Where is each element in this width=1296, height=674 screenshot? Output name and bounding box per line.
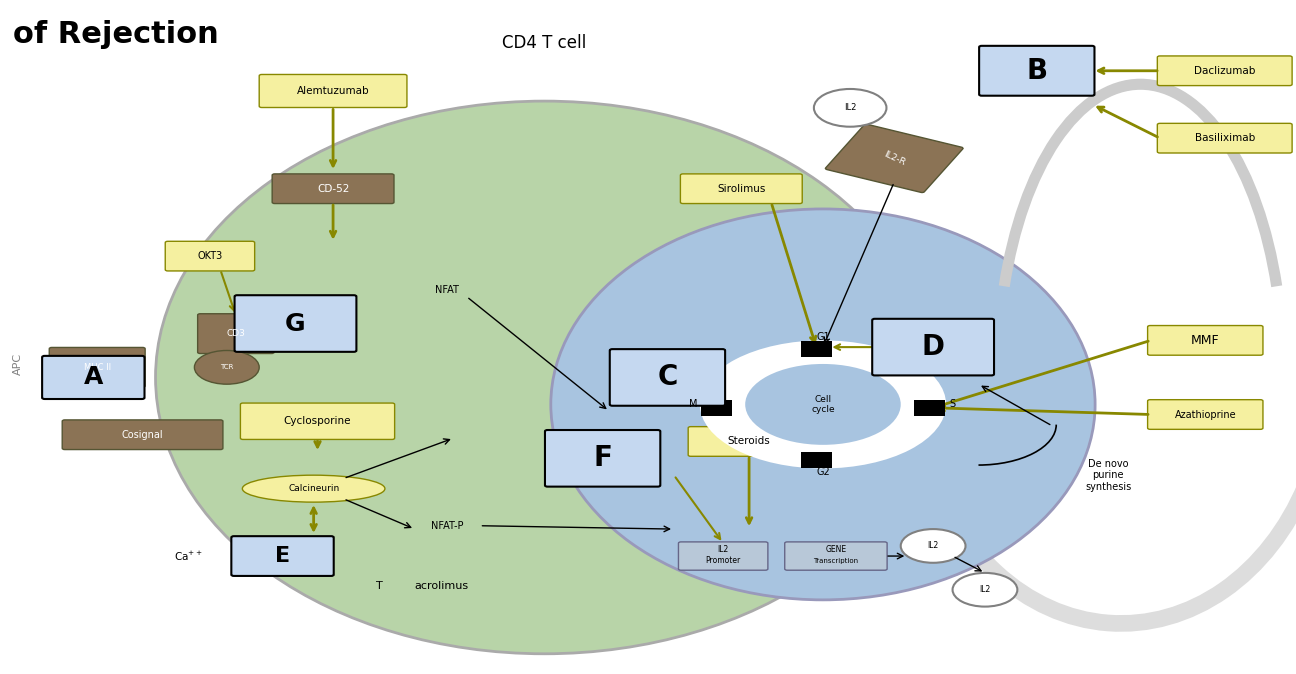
Text: Calcineurin: Calcineurin <box>288 484 340 493</box>
Text: M: M <box>689 400 697 409</box>
FancyBboxPatch shape <box>1157 123 1292 153</box>
Text: MHC II: MHC II <box>84 363 110 372</box>
FancyBboxPatch shape <box>1157 56 1292 86</box>
Text: IL2-R: IL2-R <box>883 150 906 167</box>
Text: Azathioprine: Azathioprine <box>1174 410 1236 419</box>
Text: OKT3: OKT3 <box>197 251 223 261</box>
Text: D: D <box>921 333 945 361</box>
Text: Basiliximab: Basiliximab <box>1195 133 1255 143</box>
Circle shape <box>953 573 1017 607</box>
FancyBboxPatch shape <box>41 356 144 399</box>
Text: CD3: CD3 <box>227 329 245 338</box>
Circle shape <box>700 340 946 468</box>
Text: NFAT: NFAT <box>435 285 459 295</box>
Text: CD-52: CD-52 <box>318 184 349 193</box>
FancyBboxPatch shape <box>1148 326 1262 355</box>
Bar <box>801 452 832 468</box>
FancyBboxPatch shape <box>546 430 661 487</box>
Text: Ca$^{++}$: Ca$^{++}$ <box>174 549 202 563</box>
Text: NFAT-P: NFAT-P <box>430 521 464 530</box>
Text: IL2: IL2 <box>928 541 938 551</box>
Text: B: B <box>1026 57 1047 85</box>
Text: Steroids: Steroids <box>728 437 770 446</box>
FancyBboxPatch shape <box>166 241 254 271</box>
Text: IL2: IL2 <box>980 585 990 594</box>
FancyBboxPatch shape <box>235 295 356 352</box>
FancyBboxPatch shape <box>231 537 334 576</box>
FancyBboxPatch shape <box>688 427 810 456</box>
Text: Promoter: Promoter <box>705 556 741 565</box>
Circle shape <box>194 350 259 384</box>
Text: A: A <box>84 365 102 390</box>
Text: Alemtuzumab: Alemtuzumab <box>297 86 369 96</box>
FancyBboxPatch shape <box>240 403 394 439</box>
Circle shape <box>901 529 966 563</box>
Text: APC: APC <box>13 353 23 375</box>
FancyBboxPatch shape <box>197 314 273 353</box>
FancyBboxPatch shape <box>272 174 394 204</box>
Text: Cyclosporine: Cyclosporine <box>284 417 351 426</box>
Text: E: E <box>275 546 290 566</box>
FancyBboxPatch shape <box>62 420 223 450</box>
FancyBboxPatch shape <box>785 542 886 570</box>
Text: G1: G1 <box>816 332 829 342</box>
FancyBboxPatch shape <box>872 319 994 375</box>
Text: Daclizumab: Daclizumab <box>1194 66 1256 75</box>
Text: acrolimus: acrolimus <box>415 582 469 591</box>
Text: C: C <box>657 363 678 392</box>
Text: CD4 T cell: CD4 T cell <box>502 34 587 52</box>
Text: T: T <box>376 582 382 591</box>
Text: of Rejection: of Rejection <box>13 20 219 49</box>
FancyBboxPatch shape <box>1148 400 1262 429</box>
Bar <box>914 400 945 416</box>
Ellipse shape <box>242 475 385 502</box>
Text: Cell
cycle: Cell cycle <box>811 395 835 414</box>
Text: IL2: IL2 <box>844 103 857 113</box>
FancyBboxPatch shape <box>679 542 767 570</box>
FancyBboxPatch shape <box>259 74 407 107</box>
Text: Cosignal: Cosignal <box>122 430 163 439</box>
Text: G: G <box>285 311 306 336</box>
Text: S: S <box>950 400 955 409</box>
Text: TCR: TCR <box>220 365 233 370</box>
Text: F: F <box>594 444 612 472</box>
Circle shape <box>745 364 901 445</box>
FancyBboxPatch shape <box>609 349 726 406</box>
Ellipse shape <box>156 101 933 654</box>
Text: Sirolimus: Sirolimus <box>717 184 766 193</box>
Circle shape <box>814 89 886 127</box>
FancyBboxPatch shape <box>980 46 1094 96</box>
Text: G2: G2 <box>816 467 829 477</box>
Bar <box>801 341 832 357</box>
Bar <box>701 400 732 416</box>
FancyBboxPatch shape <box>826 124 963 193</box>
Ellipse shape <box>551 209 1095 600</box>
Text: MMF: MMF <box>1191 334 1220 347</box>
Text: IL2: IL2 <box>718 545 728 554</box>
FancyBboxPatch shape <box>680 174 802 204</box>
Text: De novo
purine
synthesis: De novo purine synthesis <box>1085 458 1131 492</box>
Text: GENE: GENE <box>826 545 846 554</box>
Text: Transcription: Transcription <box>814 558 858 563</box>
FancyBboxPatch shape <box>49 348 145 387</box>
